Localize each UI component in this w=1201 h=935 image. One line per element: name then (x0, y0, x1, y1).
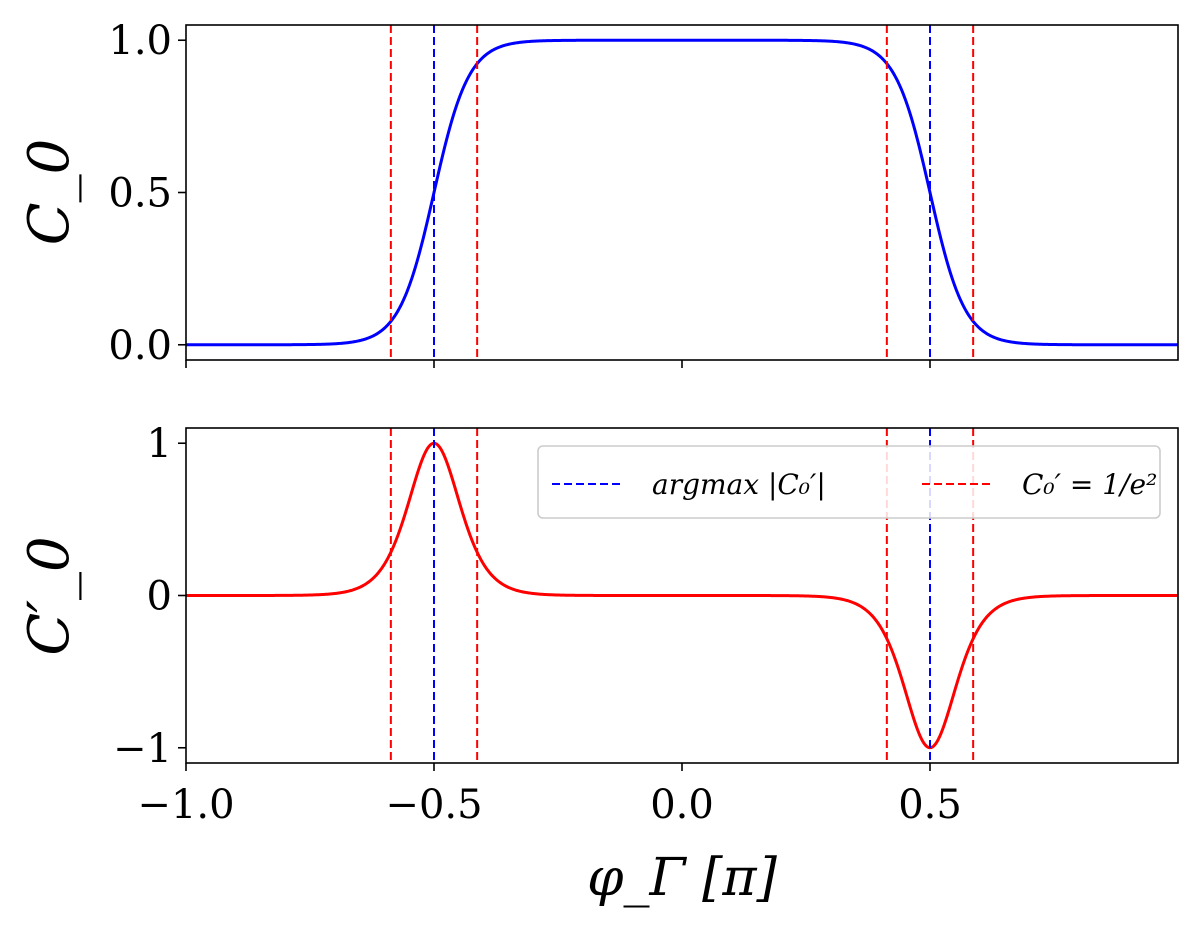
top-panel: 0.0 0.5 1.0 (108, 18, 1179, 369)
y-tick-label: 1 (147, 421, 172, 467)
x-tick-label: 0.0 (650, 782, 714, 828)
y-tick-label: 1.0 (108, 18, 172, 64)
y-tick-label: −1 (113, 726, 172, 772)
c0-derivative-curve (186, 441, 1178, 750)
bottom-panel: −1 0 1 −1.0 −0.5 0.0 0.5 argmax |C₀′| C₀′ = 1/e² (113, 421, 1179, 828)
x-tick-label: −0.5 (385, 782, 482, 828)
plot-frame (185, 24, 1179, 361)
x-tick-label: −1.0 (137, 782, 234, 828)
c0-curve (186, 38, 1178, 347)
x-axis-label: φ_Γ [π] (587, 848, 777, 908)
legend-box (537, 445, 1161, 519)
y-tick-label: 0 (147, 574, 172, 620)
y-axis-label-top: C_0 (17, 139, 82, 245)
x-tick-label: 0.5 (898, 782, 962, 828)
y-tick-label: 0.5 (108, 171, 172, 217)
legend-label-1: C₀′ = 1/e² (1022, 468, 1157, 501)
legend: argmax |C₀′| C₀′ = 1/e² (537, 445, 1161, 519)
legend-label-0: argmax |C₀′| (652, 468, 826, 501)
axis-labels: C_0 C′_0 φ_Γ [π] (17, 139, 778, 908)
y-tick-label: 0.0 (108, 323, 172, 369)
y-axis-label-bottom: C′_0 (17, 536, 82, 655)
